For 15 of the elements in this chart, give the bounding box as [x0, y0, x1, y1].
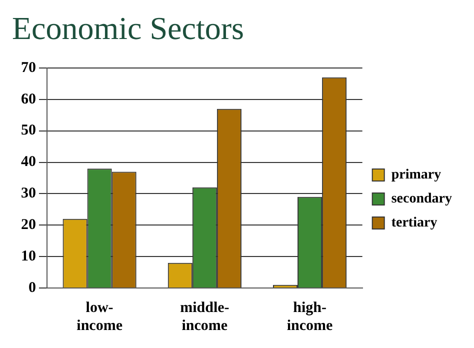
- legend-label: secondary: [391, 192, 452, 207]
- y-tick-label: 10: [21, 248, 36, 264]
- y-tick-label: 20: [21, 217, 36, 234]
- legend-label: primary: [391, 168, 442, 183]
- legend-label: tertiary: [391, 216, 438, 231]
- chart-title: Economic Sectors: [11, 9, 245, 48]
- y-tick-label: 0: [28, 280, 36, 296]
- y-tick-label: 40: [21, 154, 36, 170]
- x-tick-label: middle-income: [180, 300, 230, 334]
- y-tick-label: 50: [21, 122, 36, 139]
- x-tick-label: low-income: [76, 300, 123, 334]
- x-tick-label: high-income: [286, 300, 334, 334]
- y-tick-label: 70: [21, 60, 36, 76]
- y-tick-label: 60: [21, 91, 36, 108]
- y-tick-label: 30: [21, 186, 36, 202]
